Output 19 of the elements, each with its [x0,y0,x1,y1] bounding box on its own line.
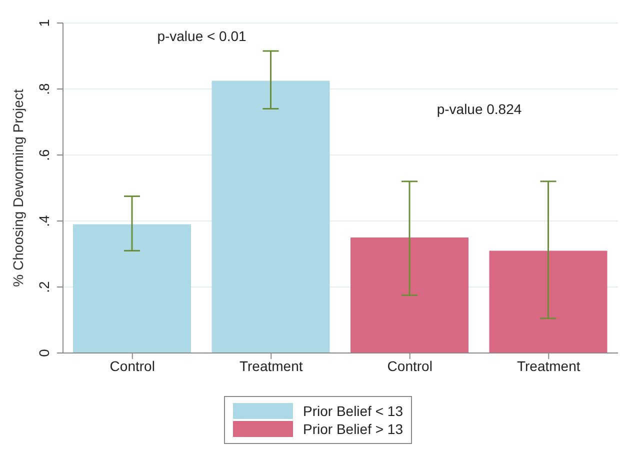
y-tick-label: .2 [36,280,52,293]
y-tick-label: .4 [36,214,52,227]
x-tick-label: Treatment [516,358,580,374]
y-tick-label: 0 [36,348,52,357]
bar [489,250,608,353]
x-tick-label: Treatment [239,358,303,374]
x-tick-label: Control [387,358,432,374]
bar [212,80,330,353]
y-tick-label: .8 [36,82,52,95]
y-axis-title: % Choosing Deworming Project [10,89,26,287]
y-tick-label: 1 [36,18,52,27]
bar [73,224,191,353]
y-tick-label: .6 [36,148,52,161]
legend-label: Prior Belief > 13 [303,421,403,437]
bar [350,238,468,353]
annotation: p-value 0.824 [436,100,522,117]
legend-label: Prior Belief < 13 [303,403,403,419]
annotation: p-value < 0.01 [157,28,246,44]
x-tick-label: Control [110,358,155,374]
